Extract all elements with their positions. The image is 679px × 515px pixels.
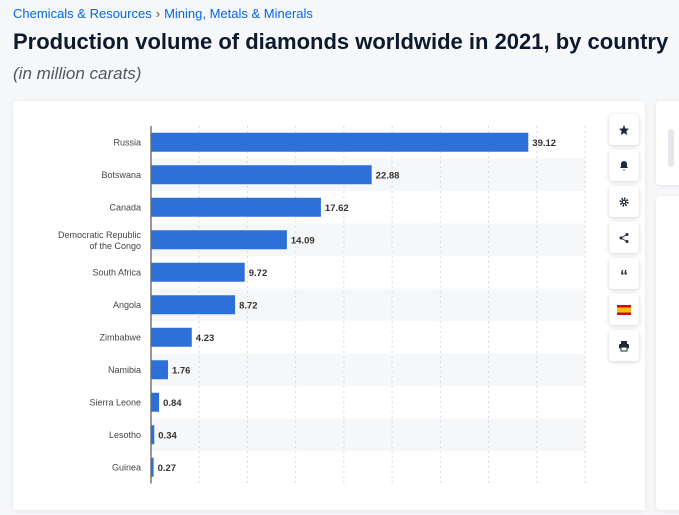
- bar: [151, 360, 168, 380]
- star-icon: [619, 124, 629, 135]
- language-button[interactable]: [609, 294, 639, 325]
- flag-icon: [617, 304, 631, 315]
- bar: [151, 425, 155, 445]
- row-bands: [151, 158, 585, 451]
- page-title: Production volume of diamonds worldwide …: [13, 29, 669, 54]
- bar: [151, 132, 529, 152]
- bar: [151, 197, 321, 217]
- bar: [151, 295, 236, 315]
- bell-icon: [620, 160, 628, 170]
- category-label: Sierra Leone: [89, 397, 141, 407]
- share-button[interactable]: [609, 222, 639, 253]
- print-button[interactable]: [609, 330, 639, 361]
- data-label: 0.27: [158, 463, 177, 474]
- data-label: 14.09: [291, 235, 315, 246]
- category-label: Canada: [109, 202, 141, 212]
- side-panel: [656, 101, 679, 185]
- category-label: Russia: [113, 137, 141, 147]
- notification-button[interactable]: [609, 150, 639, 181]
- bar: [151, 327, 192, 347]
- breadcrumb: Chemicals & Resources › Mining, Metals & M…: [13, 6, 313, 21]
- category-label: Zimbabwe: [99, 332, 141, 342]
- favorite-button[interactable]: [609, 114, 639, 145]
- bar: [151, 262, 245, 282]
- chart-toolbar: “: [609, 114, 639, 361]
- side-panel-lower: [656, 196, 679, 510]
- bars: [151, 132, 529, 477]
- data-label: 8.72: [239, 300, 258, 311]
- page-subtitle: (in million carats): [13, 64, 142, 83]
- category-label: Namibia: [108, 365, 141, 375]
- data-labels: 39.12 22.88 17.62 14.09 9.72 8.72 4.23 1.76 0.84…: [158, 138, 556, 474]
- category-label: Democratic Republic of the Congo: [58, 230, 142, 251]
- category-label: Lesotho: [109, 430, 141, 440]
- print-icon: [619, 340, 629, 351]
- breadcrumb-category-link[interactable]: Chemicals & Resources: [13, 6, 152, 21]
- data-label: 4.23: [196, 333, 215, 344]
- category-label: Botswana: [101, 170, 141, 180]
- bar-chart: Russia Botswana Canada Democratic Republic o…: [58, 126, 586, 484]
- data-label: 17.62: [325, 203, 349, 214]
- bar: [151, 165, 372, 185]
- breadcrumb-separator: ›: [155, 6, 161, 21]
- row-band: [151, 418, 585, 451]
- settings-button[interactable]: [609, 186, 639, 217]
- bar: [151, 392, 160, 412]
- chart-card: Russia Botswana Canada Democratic Republic o…: [13, 101, 645, 510]
- side-panel-handle: [668, 129, 674, 167]
- data-label: 0.84: [163, 398, 182, 409]
- category-label: Angola: [113, 300, 141, 310]
- data-label: 0.34: [158, 430, 177, 441]
- row-band: [151, 353, 585, 386]
- data-label: 9.72: [249, 268, 268, 279]
- data-label: 1.76: [172, 365, 191, 376]
- category-labels: Russia Botswana Canada Democratic Republic o…: [58, 137, 142, 472]
- quote-icon: “: [620, 267, 628, 285]
- gear-icon: [619, 197, 629, 206]
- data-label: 39.12: [532, 138, 556, 149]
- bar: [151, 457, 154, 477]
- breadcrumb-subcategory-link[interactable]: Mining, Metals & Minerals: [164, 6, 313, 21]
- data-label: 22.88: [376, 170, 400, 181]
- share-icon: [619, 232, 629, 243]
- category-label: Guinea: [112, 462, 141, 472]
- category-label: South Africa: [92, 267, 141, 277]
- cite-button[interactable]: “: [609, 258, 639, 289]
- bar: [151, 230, 287, 250]
